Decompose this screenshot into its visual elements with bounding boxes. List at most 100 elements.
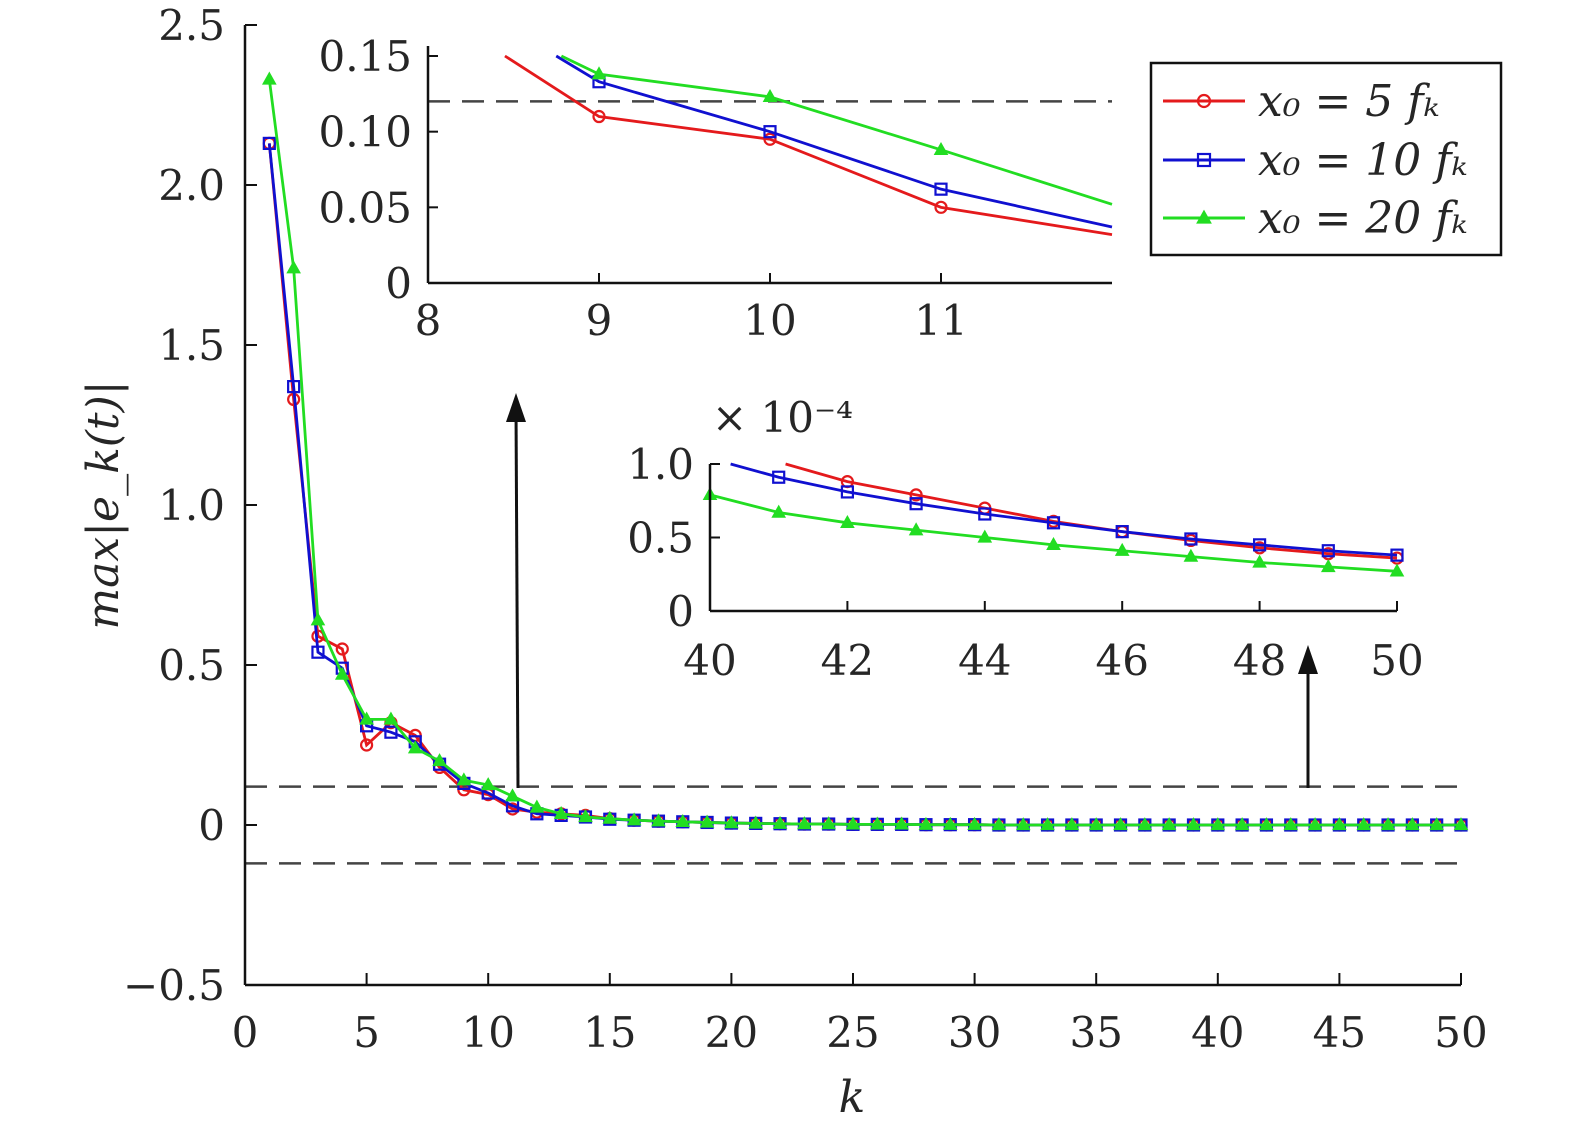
inset-bottom-y-tick-label: 0.5	[627, 514, 694, 563]
main-data-point	[1137, 817, 1153, 831]
main-data-point	[287, 380, 301, 394]
legend-label: x₀ = 5 fₖ	[1258, 76, 1440, 127]
inset-top-series	[504, 54, 1113, 236]
main-data-point	[480, 777, 496, 791]
main-data-point	[1429, 817, 1445, 831]
inset-top-x-tick-label: 9	[586, 296, 613, 345]
main-y-tick-labels: −0.5 0 0.5 1.0 1.5 2.0 2.5	[123, 1, 225, 1010]
main-data-point	[1161, 817, 1177, 831]
main-data-point	[529, 799, 545, 813]
main-data-point	[505, 788, 520, 802]
main-data-point	[772, 815, 788, 829]
inset-top-data-point	[933, 141, 949, 156]
main-data-point	[262, 136, 276, 150]
legend-item-2: x₀ = 10 fₖ	[1163, 135, 1468, 186]
main-data-point	[651, 813, 666, 827]
main-data-point	[456, 772, 472, 786]
main-data-point	[335, 642, 349, 656]
inset-bottom-scale-label: × 10⁻⁴	[712, 393, 853, 442]
main-data-point	[991, 817, 1007, 831]
main-data-point	[1210, 817, 1226, 831]
inset-bottom-x-tick-label: 50	[1370, 636, 1423, 685]
inset-bottom-data-point	[909, 497, 923, 511]
inset-bottom-series-2	[730, 462, 1404, 562]
inset-top-data-point	[934, 182, 948, 196]
main-x-tick-label: 30	[948, 1008, 1001, 1057]
inset-bottom-series-3	[702, 487, 1405, 577]
inset-bottom-x-tick-label: 48	[1233, 636, 1286, 685]
main-data-point	[1307, 817, 1323, 831]
inset-bottom-x-tick-labels: 40 42 44 46 48 50	[683, 636, 1423, 685]
main-data-point	[359, 711, 374, 725]
inset-top-series-3	[560, 54, 1113, 206]
main-y-tick-label: 1.0	[158, 481, 225, 530]
legend-label: x₀ = 10 fₖ	[1258, 135, 1468, 186]
inset-top-plot: 8 9 10 11 0 0.05 0.10 0.15	[318, 32, 1113, 345]
inset-top-series-1	[504, 54, 1113, 236]
main-data-point	[407, 740, 423, 754]
inset-top-data-point	[763, 125, 777, 139]
arrow-to-top-inset	[514, 407, 520, 789]
main-data-point	[821, 816, 837, 830]
main-data-point	[1040, 817, 1055, 831]
inset-top-y-tick-label: 0.05	[318, 183, 412, 232]
main-data-point	[1283, 817, 1299, 831]
legend-marker	[1196, 93, 1212, 109]
main-y-tick-label: 2.0	[158, 161, 225, 210]
inset-bottom-data-point	[840, 514, 855, 528]
main-data-point	[432, 753, 447, 767]
main-data-point	[1015, 817, 1031, 831]
main-data-point	[334, 666, 350, 680]
main-data-point	[918, 816, 934, 830]
inset-bottom-data-point	[1046, 536, 1061, 551]
inset-bottom-data-point	[1389, 563, 1405, 577]
main-data-point	[1356, 817, 1372, 831]
legend-marker	[1196, 209, 1212, 224]
main-data-point	[360, 738, 374, 752]
inset-bottom-data-point	[1321, 544, 1335, 558]
main-x-tick-label: 20	[705, 1008, 758, 1057]
inset-bottom-axes	[708, 463, 1398, 613]
inset-bottom-data-point	[909, 488, 923, 502]
arrow-head-bottom-inset	[1298, 645, 1318, 674]
legend-marker	[1196, 152, 1212, 168]
legend-label: x₀ = 20 fₖ	[1258, 193, 1468, 244]
main-data-point	[797, 816, 812, 830]
main-axes	[243, 24, 1462, 987]
inset-bottom-data-point	[771, 504, 787, 518]
legend-item-3: x₀ = 20 fₖ	[1163, 193, 1468, 244]
inset-bottom-data-point	[1252, 554, 1267, 568]
legend-items: x₀ = 5 fₖ x₀ = 10 fₖ x₀ = 20 fₖ	[1163, 76, 1468, 244]
main-data-point	[553, 805, 569, 819]
main-data-point	[1234, 817, 1250, 831]
main-x-tick-label: 15	[583, 1008, 636, 1057]
main-y-tick-label: 2.5	[158, 1, 225, 50]
inset-bottom-x-tick-label: 42	[821, 636, 874, 685]
inset-top-y-tick-label: 0	[385, 259, 412, 308]
main-data-point	[675, 813, 691, 827]
inset-top-y-tick-label: 0.10	[318, 108, 412, 157]
main-x-tick-label: 25	[826, 1008, 879, 1057]
main-data-point	[845, 816, 861, 830]
main-data-point	[578, 809, 593, 823]
inset-bottom-data-point	[840, 485, 855, 499]
main-y-tick-label: 1.5	[158, 321, 225, 370]
inset-bottom-x-tick-label: 46	[1095, 636, 1148, 685]
main-data-point	[384, 725, 398, 739]
main-y-tick-label: −0.5	[123, 961, 225, 1010]
main-x-tick-label: 40	[1191, 1008, 1244, 1057]
inset-bottom-y-tick-labels: 0 0.5 1.0	[627, 440, 694, 636]
main-data-point	[286, 260, 301, 274]
inset-top-x-tick-labels: 8 9 10 11	[415, 296, 968, 345]
main-data-point	[1064, 817, 1080, 831]
inset-top-background	[428, 45, 1113, 285]
main-series-3	[261, 71, 1469, 831]
legend-item-1: x₀ = 5 fₖ	[1163, 76, 1440, 127]
inset-top-data-point	[934, 200, 948, 214]
zoom-arrows	[506, 393, 1318, 789]
inset-bottom-data-point	[1184, 532, 1198, 546]
main-data-point	[1332, 817, 1347, 831]
inset-bottom-data-point	[908, 522, 924, 536]
inset-top-axes	[426, 46, 1112, 285]
main-data-point	[967, 816, 982, 830]
